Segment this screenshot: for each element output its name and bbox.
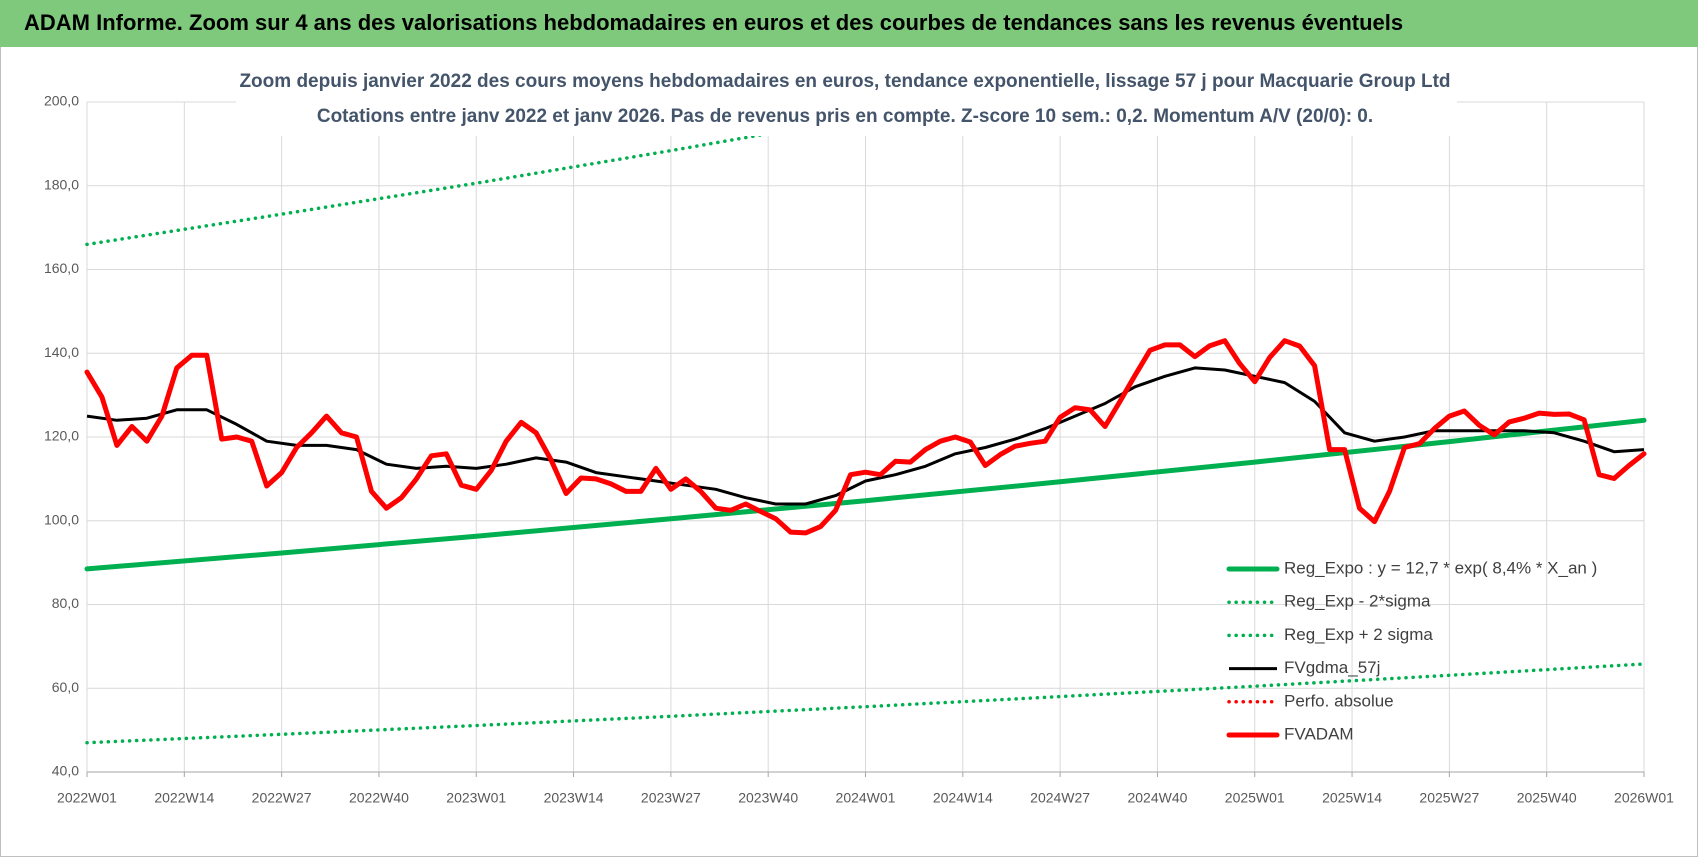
x-tick-label: 2025W01: [1225, 790, 1285, 806]
x-tick-label: 2023W01: [446, 790, 506, 806]
x-tick-label: 2024W40: [1127, 790, 1187, 806]
series-line: [84, 417, 1647, 572]
x-tick-label: 2023W14: [544, 790, 604, 806]
y-tick-label: 180,0: [44, 176, 79, 192]
series-line: [84, 338, 1647, 536]
x-tick-label: 2025W14: [1322, 790, 1382, 806]
x-tick-label: 2023W40: [738, 790, 798, 806]
legend-label: Reg_Exp - 2*sigma: [1284, 592, 1431, 611]
series-line: [85, 662, 1646, 745]
x-tick-label: 2025W40: [1517, 790, 1577, 806]
legend-label: Reg_Exp + 2 sigma: [1284, 625, 1433, 644]
title-box: [236, 66, 1457, 136]
y-tick-label: 160,0: [44, 260, 79, 276]
header-title: ADAM Informe. Zoom sur 4 ans des valoris…: [24, 10, 1403, 35]
y-tick-label: 40,0: [52, 763, 79, 779]
x-tick-label: 2023W27: [641, 790, 701, 806]
y-tick-label: 120,0: [44, 428, 79, 444]
header-bar: [0, 0, 1698, 47]
series-line: [86, 366, 1645, 506]
x-tick-label: 2024W01: [836, 790, 896, 806]
x-tick-label: 2022W27: [252, 790, 312, 806]
x-tick-label: 2022W40: [349, 790, 409, 806]
chart-subtitle: Cotations entre janv 2022 et janv 2026. …: [317, 106, 1373, 127]
legend-label: FVgdma_57j: [1284, 658, 1380, 677]
x-tick-label: 2026W01: [1614, 790, 1674, 806]
x-tick-label: 2022W01: [57, 790, 117, 806]
legend-label: Perfo. absolue: [1284, 691, 1394, 710]
x-tick-label: 2022W14: [154, 790, 214, 806]
y-tick-label: 140,0: [44, 344, 79, 360]
y-tick-label: 80,0: [52, 595, 79, 611]
y-tick-label: 60,0: [52, 679, 79, 695]
x-tick-label: 2024W27: [1030, 790, 1090, 806]
legend-label: FVADAM: [1284, 724, 1354, 743]
chart-title: Zoom depuis janvier 2022 des cours moyen…: [239, 71, 1450, 92]
y-tick-label: 200,0: [44, 93, 79, 109]
legend: Reg_Expo : y = 12,7 * exp( 8,4% * X_an )…: [1226, 558, 1597, 743]
y-tick-label: 100,0: [44, 511, 79, 527]
plot: [84, 96, 1647, 745]
legend-label: Reg_Expo : y = 12,7 * exp( 8,4% * X_an ): [1284, 558, 1597, 577]
x-tick-label: 2024W14: [933, 790, 993, 806]
x-tick-label: 2025W27: [1419, 790, 1479, 806]
